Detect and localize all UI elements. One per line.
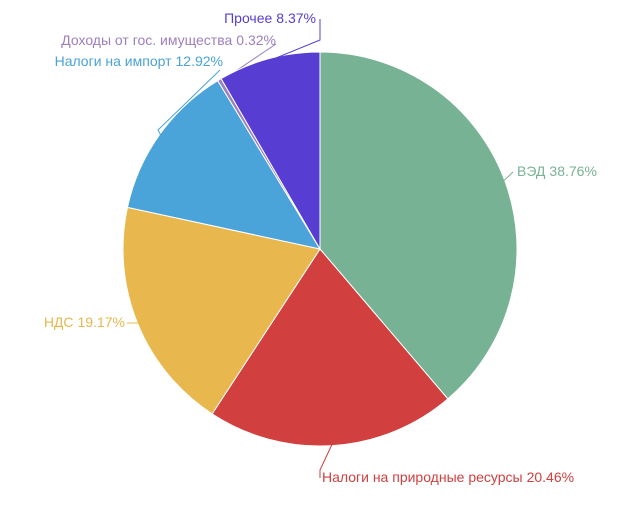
- slice-name: Прочее: [224, 10, 272, 26]
- slice-name: Доходы от гос. имущества: [61, 32, 232, 48]
- slice-value: 38.76%: [549, 163, 596, 179]
- slice-label: НДС 19.17%: [44, 314, 125, 330]
- slice-label: Налоги на природные ресурсы 20.46%: [322, 469, 574, 485]
- slice-value: 20.46%: [527, 469, 574, 485]
- slice-name: Налоги на импорт: [55, 53, 173, 69]
- pie-slice: [122, 206, 321, 415]
- slice-value: 19.17%: [78, 314, 125, 330]
- slice-label: Налоги на импорт 12.92%: [55, 53, 223, 69]
- slice-name: НДС: [44, 314, 74, 330]
- leader-line: [269, 19, 321, 62]
- leader-line: [157, 69, 221, 137]
- slice-label: ВЭД 38.76%: [517, 163, 597, 179]
- slice-value: 12.92%: [176, 53, 223, 69]
- slice-name: ВЭД: [517, 163, 546, 179]
- slice-label: Доходы от гос. имущества 0.32%: [61, 32, 276, 48]
- pie-slice: [211, 248, 449, 447]
- slice-value: 8.37%: [276, 10, 316, 26]
- pie-slice: [319, 51, 518, 400]
- leader-line: [319, 443, 333, 478]
- pie-slice: [220, 51, 321, 251]
- slice-name: Налоги на природные ресурсы: [322, 469, 523, 485]
- slice-value: 0.32%: [236, 32, 276, 48]
- slice-label: Прочее 8.37%: [224, 10, 316, 26]
- leader-line: [502, 171, 514, 182]
- pie-slice: [126, 79, 322, 250]
